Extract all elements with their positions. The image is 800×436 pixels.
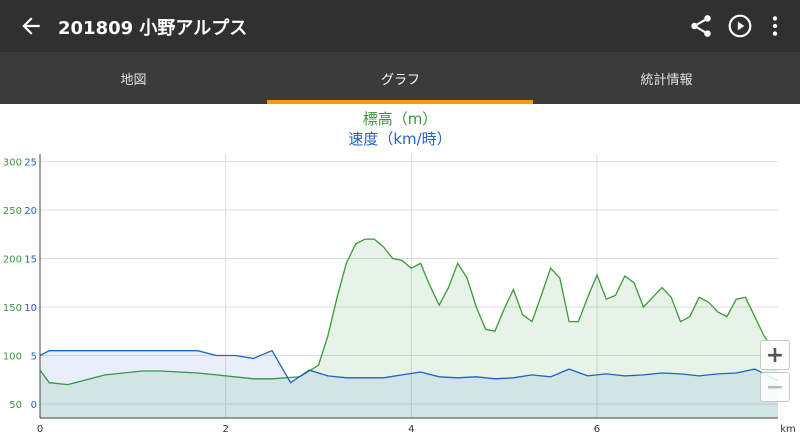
tab-indicator — [267, 100, 533, 104]
tab-graph[interactable]: グラフ — [380, 72, 420, 88]
tab-bar: 地図 グラフ 統計情報 — [0, 52, 800, 104]
chart-title: 標高（m） — [363, 110, 438, 128]
tab-statistics[interactable]: 統計情報 — [640, 72, 693, 88]
x-tick-label: 6 — [594, 424, 600, 435]
y-left-tick-label: 250 — [3, 206, 22, 217]
x-tick-label: 2 — [222, 424, 228, 435]
series-line-elevation — [39, 238, 779, 386]
series-area-speed — [40, 350, 778, 418]
zoom-in-button[interactable]: + — [760, 340, 790, 370]
app-bar: 201809 小野アルプス — [0, 0, 800, 52]
chart-subtitle: 速度（km/時） — [348, 130, 451, 148]
y-left-tick-label: 300 — [3, 158, 22, 169]
y-right-tick-label: 10 — [24, 303, 37, 314]
x-tick-label: 4 — [408, 424, 414, 435]
more-vert-icon[interactable] — [762, 13, 788, 39]
zoom-out-button[interactable]: − — [760, 372, 790, 402]
arrow-left-icon[interactable] — [18, 13, 44, 39]
y-right-tick-label: 20 — [24, 206, 37, 217]
series-line-speed — [39, 349, 779, 384]
y-right-tick-label: 15 — [24, 255, 37, 266]
page-title: 201809 小野アルプス — [58, 18, 248, 39]
tab-map[interactable]: 地図 — [120, 72, 147, 88]
y-right-tick-label: 0 — [31, 400, 37, 411]
y-right-tick-label: 5 — [31, 352, 37, 363]
y-left-tick-label: 50 — [9, 400, 22, 411]
chart-series — [39, 238, 779, 418]
x-tick-label: 0 — [37, 424, 43, 435]
y-left-tick-label: 100 — [3, 352, 22, 363]
y-left-tick-label: 150 — [3, 303, 22, 314]
y-right-tick-label: 25 — [24, 158, 37, 169]
play-circle-icon[interactable] — [727, 13, 753, 39]
y-left-tick-label: 200 — [3, 255, 22, 266]
share-icon[interactable] — [688, 13, 714, 39]
x-axis-label: km — [780, 424, 796, 435]
